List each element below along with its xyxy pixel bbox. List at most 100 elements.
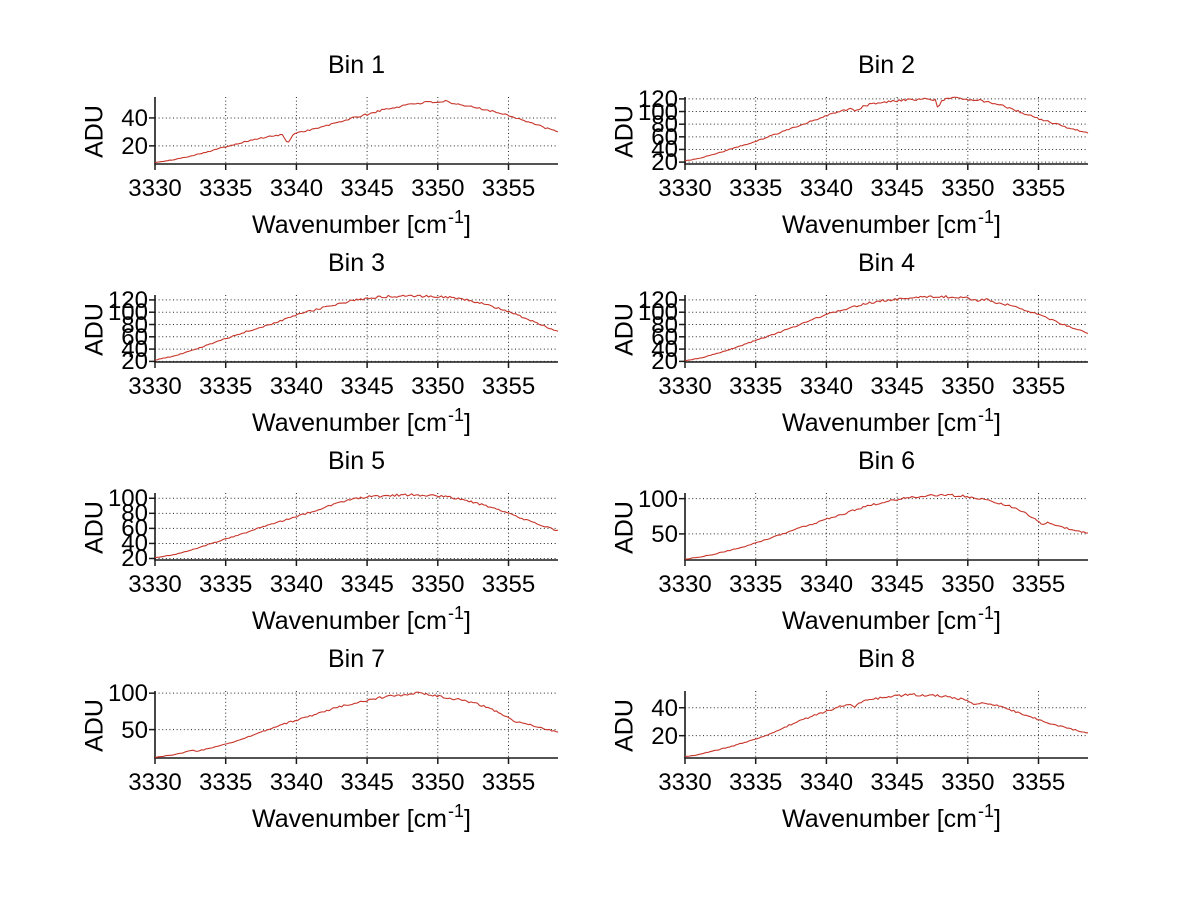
- y-axis-label: ADU: [80, 104, 109, 158]
- x-tick-label: 3340: [269, 373, 324, 400]
- y-tick-label: 100: [637, 485, 678, 513]
- x-axis-label: Wavenumber [cm-1]: [155, 801, 568, 834]
- subplot-title: Bin 8: [858, 645, 915, 673]
- x-axis-label-bracket: ]: [994, 805, 1001, 833]
- x-axis-label-superscript: -1: [978, 603, 995, 623]
- x-tick-label: 3335: [728, 769, 783, 796]
- x-tick-label: 3345: [870, 373, 924, 400]
- x-tick-label: 3350: [411, 571, 465, 598]
- x-tick-label: 3350: [411, 373, 465, 400]
- x-tick-label: 3330: [128, 571, 182, 598]
- x-axis-label: Wavenumber [cm-1]: [685, 207, 1098, 240]
- x-tick-label: 3335: [198, 373, 253, 400]
- y-tick-label: 120: [107, 286, 148, 314]
- y-tick-label: 50: [121, 716, 148, 744]
- x-tick-label: 3335: [198, 571, 253, 598]
- x-axis-label-superscript: -1: [448, 801, 465, 821]
- x-axis-label: Wavenumber [cm-1]: [685, 603, 1098, 636]
- x-tick-label: 3335: [728, 373, 783, 400]
- y-tick-label: 100: [637, 98, 678, 126]
- spectrum-line: [684, 693, 1089, 757]
- x-axis-label-superscript: -1: [978, 801, 995, 821]
- y-axis-label: ADU: [610, 698, 639, 752]
- x-tick-label: 3355: [481, 769, 536, 796]
- y-tick-label: 60: [121, 323, 148, 351]
- plot-area: [149, 294, 559, 368]
- y-tick-label: 20: [121, 545, 148, 573]
- y-tick-label: 40: [121, 530, 148, 558]
- x-axis-label-text: Wavenumber [cm: [252, 211, 447, 239]
- x-tick-label: 3335: [198, 769, 253, 796]
- y-axis-label: ADU: [610, 500, 639, 554]
- subplot-title: Bin 3: [328, 249, 385, 277]
- plot-area: [679, 493, 1089, 566]
- y-tick-label: 120: [637, 286, 678, 314]
- x-tick-label: 3345: [340, 175, 394, 202]
- x-tick-label: 3330: [128, 175, 182, 202]
- y-tick-label: 40: [121, 104, 148, 132]
- y-tick-label: 40: [651, 694, 678, 722]
- x-tick-label: 3345: [870, 769, 924, 796]
- plot-area: [679, 295, 1089, 368]
- y-axis-label: ADU: [80, 698, 109, 752]
- x-axis-label-bracket: ]: [464, 211, 471, 239]
- x-tick-label: 3350: [411, 175, 465, 202]
- y-tick-label: 80: [651, 311, 678, 339]
- x-tick-label: 3350: [941, 175, 995, 202]
- x-tick-label: 3355: [1011, 373, 1066, 400]
- subplot-title: Bin 6: [858, 447, 915, 475]
- x-tick-label: 3335: [728, 571, 783, 598]
- x-tick-label: 3355: [1011, 175, 1066, 202]
- x-axis-label-superscript: -1: [448, 603, 465, 623]
- y-axis-label: ADU: [610, 104, 639, 158]
- x-tick-label: 3355: [1011, 769, 1066, 796]
- y-tick-label: 100: [637, 299, 678, 327]
- plot-area: [679, 96, 1089, 170]
- subplot-title: Bin 5: [328, 447, 385, 475]
- plot-area: [149, 493, 559, 566]
- x-tick-label: 3340: [799, 769, 854, 796]
- y-tick-label: 100: [107, 299, 148, 327]
- y-tick-label: 20: [121, 348, 148, 376]
- x-tick-label: 3350: [941, 373, 995, 400]
- x-tick-label: 3330: [658, 175, 712, 202]
- y-tick-label: 80: [121, 500, 148, 528]
- x-tick-label: 3355: [481, 571, 536, 598]
- y-tick-label: 20: [121, 132, 148, 160]
- x-tick-label: 3345: [340, 373, 394, 400]
- x-axis-label-superscript: -1: [978, 207, 995, 227]
- spectrum-line: [154, 691, 559, 758]
- x-tick-label: 3330: [658, 571, 712, 598]
- plot-area: [679, 691, 1089, 764]
- x-tick-label: 3340: [269, 571, 324, 598]
- x-axis-label-text: Wavenumber [cm: [782, 805, 977, 833]
- x-axis-label-superscript: -1: [978, 405, 995, 425]
- y-axis-label: ADU: [80, 302, 109, 356]
- y-tick-label: 20: [651, 348, 678, 376]
- x-tick-label: 3345: [870, 175, 924, 202]
- x-axis-label: Wavenumber [cm-1]: [155, 603, 568, 636]
- y-tick-label: 100: [107, 680, 148, 708]
- x-tick-label: 3350: [411, 769, 465, 796]
- x-tick-label: 3340: [269, 175, 324, 202]
- spectrum-line: [684, 295, 1089, 362]
- y-tick-label: 50: [651, 520, 678, 548]
- x-tick-label: 3330: [658, 373, 712, 400]
- spectrum-line: [684, 96, 1089, 162]
- y-tick-label: 60: [651, 323, 678, 351]
- x-axis-label-text: Wavenumber [cm: [782, 211, 977, 239]
- spectrum-line: [684, 493, 1089, 560]
- x-tick-label: 3345: [340, 571, 394, 598]
- x-tick-label: 3335: [198, 175, 253, 202]
- spectrum-line: [154, 493, 559, 559]
- x-tick-label: 3335: [728, 175, 783, 202]
- y-tick-label: 80: [651, 111, 678, 139]
- x-axis-label: Wavenumber [cm-1]: [155, 207, 568, 240]
- y-tick-label: 60: [121, 515, 148, 543]
- x-axis-label-bracket: ]: [994, 211, 1001, 239]
